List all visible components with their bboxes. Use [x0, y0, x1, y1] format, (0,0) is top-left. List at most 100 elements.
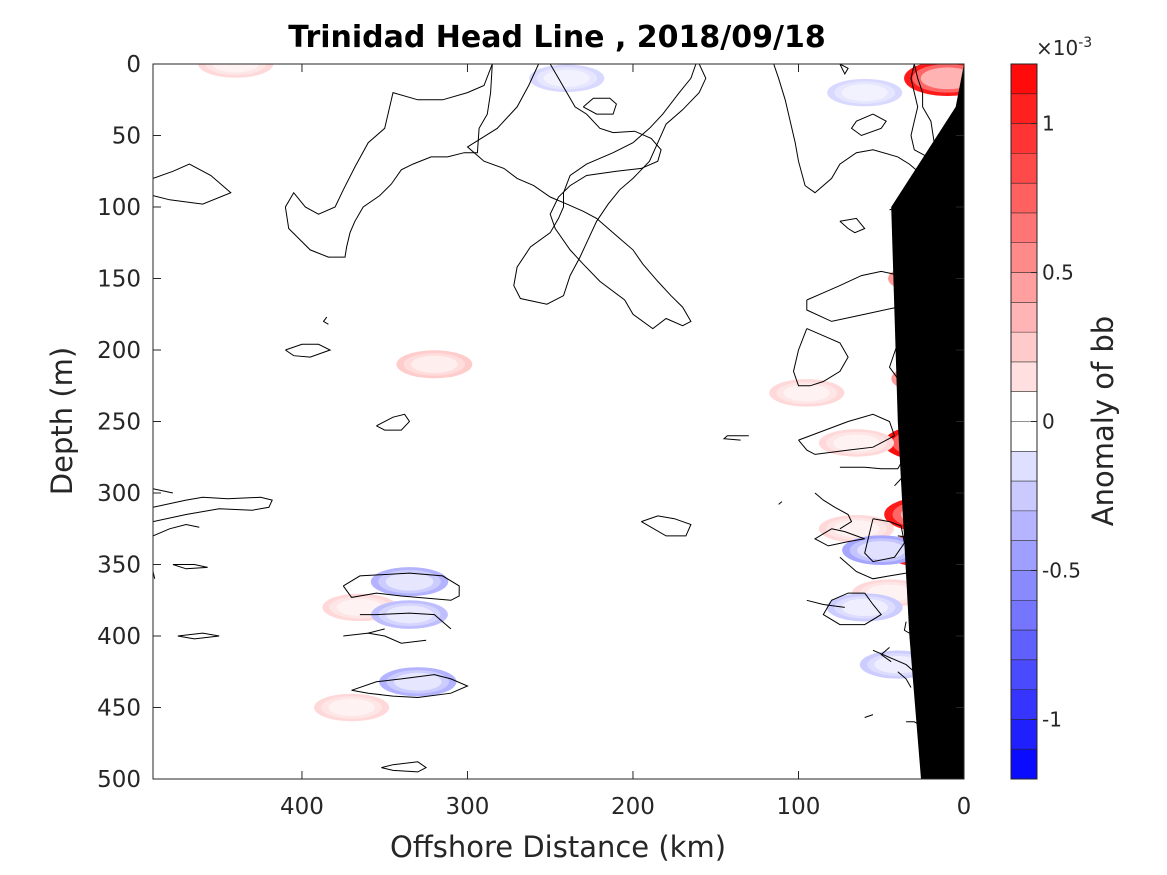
plot-area [153, 64, 964, 779]
contour-line [153, 488, 174, 494]
contour-line [778, 501, 783, 505]
anomaly-patch [411, 355, 458, 373]
x-tick-label: 400 [280, 794, 324, 820]
contour-line [466, 64, 692, 330]
colorbar-segment [1011, 421, 1037, 452]
colorbar-segment [1011, 510, 1037, 542]
contour-line [376, 413, 411, 431]
x-axis-ticks: 400 300 200 100 0 [280, 64, 971, 820]
contour-line [172, 564, 208, 570]
y-tick-label: 150 [97, 267, 141, 293]
anomaly-patch [920, 67, 964, 90]
colorbar-tick-label: 0 [1042, 410, 1055, 434]
y-tick-label: 400 [97, 624, 141, 650]
colorbar-segment [1011, 123, 1037, 154]
contour-line [897, 671, 912, 688]
contour-line [284, 64, 493, 258]
contour-line [343, 632, 427, 644]
colorbar-segment [1011, 719, 1037, 750]
contour-line [839, 217, 866, 234]
colorbar-segment [1011, 183, 1037, 214]
anomaly-patch [393, 672, 442, 691]
colorbar-tick-label: -0.5 [1042, 558, 1081, 582]
colorbar-segment [1011, 242, 1037, 274]
colorbar-exponent: ×10-3 [1036, 35, 1092, 60]
colorbar-segment [1011, 93, 1037, 125]
contour-line [813, 528, 865, 547]
colorbar-segment [1011, 212, 1037, 244]
anomaly-patch [328, 699, 375, 716]
y-tick-label: 250 [97, 410, 141, 436]
colorbar-segment [1011, 302, 1037, 333]
y-tick-label: 300 [97, 481, 141, 507]
y-axis-label: Depth (m) [45, 347, 79, 495]
y-tick-label: 50 [112, 124, 141, 150]
colorbar-segment [1011, 64, 1037, 95]
y-tick-label: 450 [97, 696, 141, 722]
x-tick-label: 200 [611, 794, 655, 820]
y-tick-label: 100 [97, 195, 141, 221]
contour-line [582, 97, 617, 115]
anomaly-patch [543, 69, 590, 87]
y-tick-label: 500 [97, 767, 141, 793]
contour-line [910, 64, 935, 158]
contour-line [153, 496, 273, 523]
colorbar-segment [1011, 153, 1037, 184]
anomaly-patch [212, 64, 259, 73]
y-tick-label: 0 [126, 52, 141, 78]
chart-title: Trinidad Head Line , 2018/09/18 [288, 20, 825, 55]
contour-line [880, 647, 892, 663]
colorbar-segment [1011, 659, 1037, 691]
contour-line [351, 674, 469, 699]
contour-line [814, 492, 853, 530]
contour-line [839, 64, 849, 76]
contour-line [872, 649, 915, 673]
colorbar-segment [1011, 749, 1037, 780]
contour-line [153, 163, 232, 205]
colorbar-tick-label: 1 [1042, 112, 1055, 136]
anomaly-patch [833, 434, 880, 452]
colorbar-segment [1011, 689, 1037, 720]
contour-line [153, 523, 200, 537]
colorbar-segment [1011, 361, 1037, 393]
contour-line [177, 632, 220, 640]
contour-line [359, 612, 452, 630]
contour-line [864, 714, 874, 718]
x-axis-label: Offshore Distance (km) [390, 830, 726, 864]
colorbar-tick-label: 0.5 [1042, 261, 1074, 285]
contour-line [368, 628, 385, 634]
anomaly-patch [874, 655, 922, 674]
contour-line [381, 761, 428, 773]
anomaly-patch [385, 605, 434, 624]
anomaly-patch [783, 384, 830, 402]
contour-line [864, 518, 905, 563]
colorbar: 1 0.5 0 -0.5 -1 [1010, 63, 1081, 780]
contour-line [850, 113, 887, 137]
colorbar-segment [1011, 600, 1037, 631]
colorbar-segment [1011, 570, 1037, 601]
contour-line [641, 515, 692, 537]
colorbar-segment [1011, 391, 1037, 422]
contour-line [285, 343, 332, 358]
contour-line [322, 316, 329, 325]
colorbar-segment [1011, 272, 1037, 303]
colorbar-segment [1011, 540, 1037, 571]
x-tick-label: 0 [957, 794, 972, 820]
contour-line [798, 413, 896, 455]
contour-line [342, 572, 460, 601]
seafloor-bathymetry [891, 64, 964, 779]
colorbar-segment [1011, 481, 1037, 512]
contour-line [513, 64, 707, 305]
contour-line [822, 592, 882, 626]
x-tick-label: 100 [777, 794, 821, 820]
y-tick-label: 350 [97, 553, 141, 579]
colorbar-segment [1011, 451, 1037, 482]
anomaly-patch [841, 598, 889, 617]
anomaly-patch [833, 520, 880, 538]
x-tick-label: 300 [446, 794, 490, 820]
anomaly-patch [857, 541, 906, 560]
contour-line [806, 599, 845, 608]
anomaly-patch [385, 572, 434, 591]
y-axis-ticks: 0 50 100 150 200 250 300 350 400 450 500 [97, 52, 964, 793]
